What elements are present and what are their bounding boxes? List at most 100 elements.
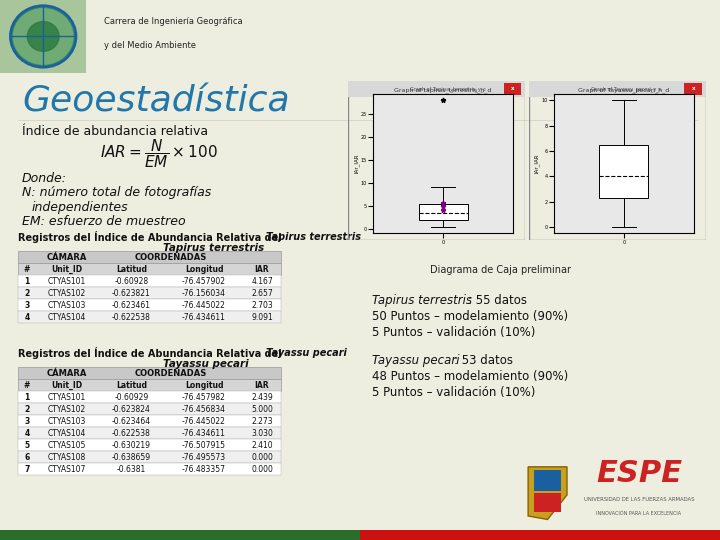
Text: 4: 4 <box>24 429 30 438</box>
Text: -76.445022: -76.445022 <box>182 417 226 426</box>
Text: 1: 1 <box>24 276 30 286</box>
Text: #: # <box>24 381 30 390</box>
Y-axis label: IAr_IAR: IAr_IAR <box>354 154 359 173</box>
Text: Unit_ID: Unit_ID <box>51 265 83 274</box>
Text: 9.091: 9.091 <box>251 313 273 322</box>
Bar <box>348 81 525 97</box>
Bar <box>534 470 561 491</box>
Text: -0.60928: -0.60928 <box>114 276 148 286</box>
Text: -76.457902: -76.457902 <box>182 276 226 286</box>
Circle shape <box>27 22 59 51</box>
Text: -0.623464: -0.623464 <box>112 417 151 426</box>
Text: -0.60929: -0.60929 <box>114 393 148 402</box>
Text: INNOVACIÓN PARA LA EXCELENCIA: INNOVACIÓN PARA LA EXCELENCIA <box>596 511 682 516</box>
Circle shape <box>12 8 74 65</box>
Text: 5 Puntos – validación (10%): 5 Puntos – validación (10%) <box>372 326 536 339</box>
Text: : 55 datos: : 55 datos <box>468 294 527 307</box>
Bar <box>18 463 281 475</box>
Text: 0.000: 0.000 <box>251 453 273 462</box>
Text: Tapirus terrestris: Tapirus terrestris <box>266 232 361 242</box>
Text: 2.657: 2.657 <box>251 288 273 298</box>
Text: CTYAS102: CTYAS102 <box>48 288 86 298</box>
Text: 5: 5 <box>24 441 30 450</box>
Bar <box>18 415 281 427</box>
Text: -0.622538: -0.622538 <box>112 429 151 438</box>
Bar <box>18 287 281 299</box>
Bar <box>504 83 521 96</box>
Text: CTYAS108: CTYAS108 <box>48 453 86 462</box>
Y-axis label: IAr_IAR: IAr_IAR <box>534 154 540 173</box>
Text: 6: 6 <box>24 453 30 462</box>
Text: Geoestadística: Geoestadística <box>22 85 289 119</box>
Text: 2.439: 2.439 <box>251 393 273 402</box>
Bar <box>18 311 281 323</box>
Text: x: x <box>510 86 514 91</box>
Text: 5.000: 5.000 <box>251 404 273 414</box>
Text: CTYAS103: CTYAS103 <box>48 301 86 309</box>
Text: : 53 datos: : 53 datos <box>454 354 513 367</box>
Text: Tapirus terrestris: Tapirus terrestris <box>372 294 472 307</box>
Bar <box>18 263 281 275</box>
Text: Tayassu pecari: Tayassu pecari <box>372 354 459 367</box>
PathPatch shape <box>599 145 649 199</box>
Text: CTYAS104: CTYAS104 <box>48 313 86 322</box>
Text: Índice de abundancia relativa: Índice de abundancia relativa <box>22 125 208 138</box>
Bar <box>18 251 281 263</box>
Text: 2: 2 <box>24 288 30 298</box>
Text: 3: 3 <box>24 301 30 309</box>
Text: Tayassu pecari: Tayassu pecari <box>266 348 347 358</box>
Text: 50 Puntos – modelamiento (90%): 50 Puntos – modelamiento (90%) <box>372 309 568 322</box>
Text: $IAR = \dfrac{N}{EM} \times 100$: $IAR = \dfrac{N}{EM} \times 100$ <box>100 138 217 170</box>
Text: 2.410: 2.410 <box>251 441 273 450</box>
Text: Registros del Índice de Abundancia Relativa del: Registros del Índice de Abundancia Relat… <box>18 347 285 359</box>
Text: CTYAS103: CTYAS103 <box>48 417 86 426</box>
Text: Graph of Tapirus_terrestris_y_c: Graph of Tapirus_terrestris_y_c <box>410 86 486 92</box>
Text: -76.456834: -76.456834 <box>182 404 226 414</box>
Text: 0.000: 0.000 <box>251 465 273 474</box>
Text: 2.703: 2.703 <box>251 301 273 309</box>
Polygon shape <box>528 467 567 519</box>
Text: 4: 4 <box>24 313 30 322</box>
Bar <box>18 275 281 287</box>
Text: 2.273: 2.273 <box>251 417 273 426</box>
Text: 7: 7 <box>24 465 30 474</box>
Text: Longitud: Longitud <box>185 265 223 274</box>
Bar <box>18 379 281 391</box>
Title: Graph of Tayassu_pecari_h_d: Graph of Tayassu_pecari_h_d <box>578 87 670 93</box>
Text: CTYAS104: CTYAS104 <box>48 429 86 438</box>
PathPatch shape <box>418 204 468 220</box>
Text: -0.623821: -0.623821 <box>112 288 151 298</box>
Text: CTYAS101: CTYAS101 <box>48 276 86 286</box>
Text: -0.622538: -0.622538 <box>112 313 151 322</box>
Text: UNIVERSIDAD DE LAS FUERZAS ARMADAS: UNIVERSIDAD DE LAS FUERZAS ARMADAS <box>584 497 694 502</box>
Bar <box>685 83 702 96</box>
Text: Graph of Tayassu_pecori_y_c: Graph of Tayassu_pecori_y_c <box>591 86 661 92</box>
Text: 3: 3 <box>24 417 30 426</box>
Text: -76.156034: -76.156034 <box>182 288 226 298</box>
Text: -76.495573: -76.495573 <box>182 453 226 462</box>
Text: 3.030: 3.030 <box>251 429 273 438</box>
Text: 2: 2 <box>24 404 30 414</box>
Text: y del Medio Ambiente: y del Medio Ambiente <box>104 40 197 50</box>
Text: CTYAS107: CTYAS107 <box>48 465 86 474</box>
Text: CTYAS101: CTYAS101 <box>48 393 86 402</box>
Text: EM: esfuerzo de muestreo: EM: esfuerzo de muestreo <box>22 214 186 227</box>
Text: ESPE: ESPE <box>596 460 682 488</box>
Text: COORDENADAS: COORDENADAS <box>135 369 207 377</box>
Text: CTYAS102: CTYAS102 <box>48 404 86 414</box>
Text: -76.483357: -76.483357 <box>182 465 226 474</box>
Text: Tayassu pecari: Tayassu pecari <box>163 359 248 369</box>
Text: -76.434611: -76.434611 <box>182 313 226 322</box>
Text: Unit_ID: Unit_ID <box>51 381 83 390</box>
Bar <box>18 403 281 415</box>
Text: -0.638659: -0.638659 <box>112 453 151 462</box>
Text: -76.445022: -76.445022 <box>182 301 226 309</box>
Text: N: número total de fotografías: N: número total de fotografías <box>22 186 211 199</box>
Bar <box>0 530 360 540</box>
Text: CÁMARA: CÁMARA <box>47 369 87 377</box>
Bar <box>534 493 561 512</box>
Text: #: # <box>24 265 30 274</box>
Bar <box>18 391 281 403</box>
Text: Carrera de Ingeniería Geográfica: Carrera de Ingeniería Geográfica <box>104 17 243 26</box>
Text: 5 Puntos – validación (10%): 5 Puntos – validación (10%) <box>372 386 536 399</box>
